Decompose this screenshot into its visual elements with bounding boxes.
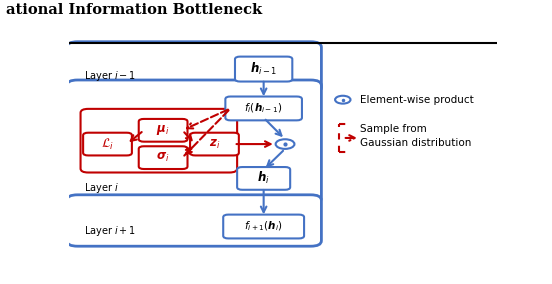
Text: $f_i(\boldsymbol{h}_{i-1})$: $f_i(\boldsymbol{h}_{i-1})$	[245, 102, 283, 115]
Text: $\boldsymbol{\mu}_i$: $\boldsymbol{\mu}_i$	[156, 123, 170, 137]
FancyBboxPatch shape	[237, 167, 290, 190]
FancyBboxPatch shape	[190, 133, 239, 155]
FancyBboxPatch shape	[223, 215, 304, 239]
Text: ational Information Bottleneck: ational Information Bottleneck	[6, 3, 262, 17]
Text: $\boldsymbol{z}_i$: $\boldsymbol{z}_i$	[209, 137, 220, 151]
Text: Layer $i-1$: Layer $i-1$	[84, 69, 136, 83]
Text: $\boldsymbol{\sigma}_i$: $\boldsymbol{\sigma}_i$	[156, 151, 170, 164]
Text: $f_{i+1}(\boldsymbol{h}_i)$: $f_{i+1}(\boldsymbol{h}_i)$	[245, 220, 283, 233]
FancyBboxPatch shape	[67, 80, 321, 204]
Text: Layer $i$: Layer $i$	[84, 181, 119, 195]
Text: Sample from: Sample from	[360, 124, 427, 134]
FancyBboxPatch shape	[225, 97, 302, 120]
FancyBboxPatch shape	[81, 109, 237, 172]
Text: $\boldsymbol{h}_i$: $\boldsymbol{h}_i$	[257, 170, 270, 187]
Text: $\boldsymbol{h}_{i-1}$: $\boldsymbol{h}_{i-1}$	[250, 61, 277, 77]
FancyBboxPatch shape	[83, 133, 132, 155]
Text: Gaussian distribution: Gaussian distribution	[360, 138, 471, 149]
Text: Layer $i+1$: Layer $i+1$	[84, 224, 136, 238]
Text: Element-wise product: Element-wise product	[360, 95, 474, 105]
FancyBboxPatch shape	[235, 57, 293, 82]
FancyBboxPatch shape	[139, 119, 188, 142]
Text: $\mathcal{L}_i$: $\mathcal{L}_i$	[101, 137, 114, 152]
FancyBboxPatch shape	[139, 146, 188, 169]
FancyBboxPatch shape	[67, 195, 321, 246]
FancyBboxPatch shape	[67, 42, 321, 93]
